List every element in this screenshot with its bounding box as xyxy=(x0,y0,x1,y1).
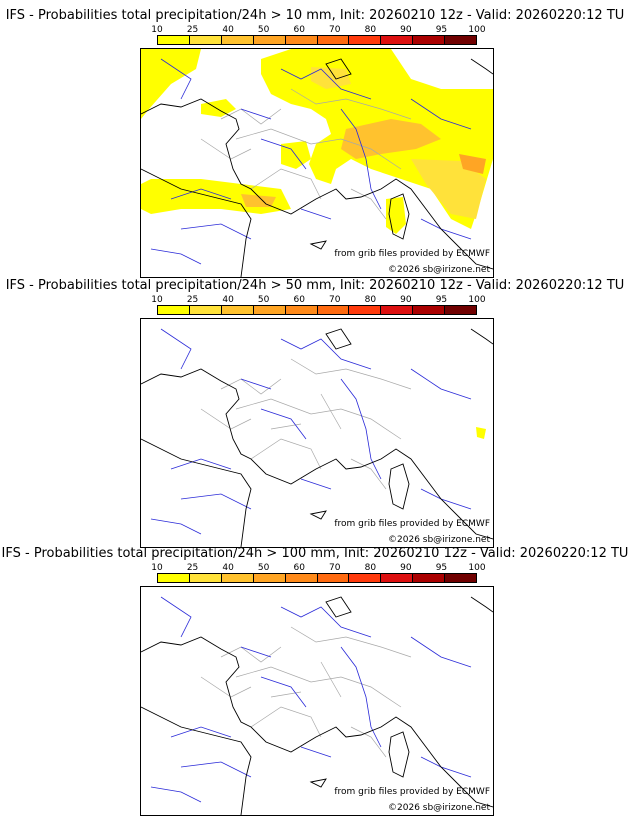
colorbar-swatch xyxy=(158,574,190,582)
colorbar-tick-label: 100 xyxy=(468,563,486,573)
colorbar-labels: 10 25 40 50 60 70 80 90 95 100 xyxy=(151,295,485,305)
map-title: IFS - Probabilities total precipitation/… xyxy=(1,546,629,561)
credit-copyright: ©2026 sb@irizone.net xyxy=(388,535,490,545)
coastline xyxy=(141,328,493,547)
colorbar-swatch xyxy=(189,36,222,44)
colorbar-swatch xyxy=(221,36,254,44)
coastline xyxy=(141,58,493,277)
colorbar-swatch xyxy=(253,36,286,44)
colorbar-swatch xyxy=(349,574,382,582)
colorbar-tick-label: 95 xyxy=(435,25,448,35)
colorbar-tick-label: 25 xyxy=(186,25,199,35)
colorbar-swatch xyxy=(158,36,190,44)
colorbar-tick-label: 10 xyxy=(151,295,163,305)
colorbar-tick-label: 80 xyxy=(364,295,377,305)
colorbar-tick-label: 80 xyxy=(364,25,377,35)
map-area: from grib files provided by ECMWF ©2026 … xyxy=(140,48,494,278)
colorbar-tick-label: 50 xyxy=(257,295,270,305)
precip-fill xyxy=(476,427,486,439)
panel-3: IFS - Probabilities total precipitation/… xyxy=(0,546,630,816)
colorbar-swatch xyxy=(317,36,350,44)
precip-fill xyxy=(141,49,493,234)
colorbar-swatch xyxy=(445,36,477,44)
map-svg xyxy=(141,328,493,547)
colorbar-tick-label: 95 xyxy=(435,295,448,305)
colorbar-tick-label: 90 xyxy=(400,25,412,35)
colorbar-swatch xyxy=(189,574,222,582)
coastline xyxy=(141,596,493,815)
colorbar-swatch xyxy=(221,306,254,314)
colorbar-tick-label: 100 xyxy=(468,295,486,305)
colorbar-swatch xyxy=(381,36,414,44)
colorbar-swatch xyxy=(413,574,446,582)
colorbar-swatch xyxy=(285,36,318,44)
colorbar-labels: 10 25 40 50 60 70 80 90 95 100 xyxy=(151,563,485,573)
colorbar-tick-label: 10 xyxy=(151,563,163,573)
map-title: IFS - Probabilities total precipitation/… xyxy=(5,8,625,23)
colorbar-swatch xyxy=(349,306,382,314)
colorbar-tick-label: 90 xyxy=(400,563,412,573)
colorbar-swatch xyxy=(285,574,318,582)
credit-source: from grib files provided by ECMWF xyxy=(334,519,490,529)
colorbar-swatch xyxy=(285,306,318,314)
colorbar-swatch xyxy=(381,306,414,314)
colorbar-tick-label: 60 xyxy=(293,563,305,573)
map-area: from grib files provided by ECMWF ©2026 … xyxy=(140,586,494,816)
rivers xyxy=(150,328,472,535)
colorbar-tick-label: 70 xyxy=(329,25,341,35)
credit-copyright: ©2026 sb@irizone.net xyxy=(388,265,490,275)
colorbar-tick-label: 50 xyxy=(257,25,270,35)
map-svg xyxy=(141,49,493,277)
colorbar-swatch xyxy=(413,36,446,44)
colorbar-tick-label: 70 xyxy=(329,295,341,305)
colorbar-swatch xyxy=(445,574,477,582)
colorbar-swatch xyxy=(317,306,350,314)
colorbar xyxy=(157,35,477,45)
colorbar-tick-label: 70 xyxy=(329,563,341,573)
colorbar-swatch xyxy=(158,306,190,314)
colorbar-tick-label: 25 xyxy=(186,563,199,573)
colorbar-tick-label: 50 xyxy=(257,563,270,573)
borders xyxy=(200,626,412,758)
colorbar-labels: 10 25 40 50 60 70 80 90 95 100 xyxy=(151,25,485,35)
borders xyxy=(200,88,412,220)
credit-copyright: ©2026 sb@irizone.net xyxy=(388,803,490,813)
colorbar-swatch xyxy=(253,574,286,582)
credit-source: from grib files provided by ECMWF xyxy=(334,787,490,797)
map-area: from grib files provided by ECMWF ©2026 … xyxy=(140,318,494,548)
colorbar-tick-label: 80 xyxy=(364,563,377,573)
colorbar-tick-label: 95 xyxy=(435,563,448,573)
credit-source: from grib files provided by ECMWF xyxy=(334,249,490,259)
colorbar-tick-label: 10 xyxy=(151,25,163,35)
colorbar-swatch xyxy=(189,306,222,314)
colorbar-swatch xyxy=(445,306,477,314)
colorbar-tick-label: 60 xyxy=(293,295,305,305)
colorbar-tick-label: 100 xyxy=(468,25,486,35)
colorbar-swatch xyxy=(317,574,350,582)
rivers xyxy=(150,596,472,803)
colorbar-swatch xyxy=(221,574,254,582)
map-svg xyxy=(141,596,493,815)
colorbar-swatch xyxy=(413,306,446,314)
colorbar xyxy=(157,305,477,315)
borders xyxy=(200,358,412,490)
colorbar-swatch xyxy=(253,306,286,314)
colorbar-tick-label: 90 xyxy=(400,295,412,305)
map-title: IFS - Probabilities total precipitation/… xyxy=(5,278,625,293)
colorbar-tick-label: 40 xyxy=(222,25,234,35)
colorbar-swatch xyxy=(349,36,382,44)
colorbar-tick-label: 25 xyxy=(186,295,199,305)
colorbar-tick-label: 40 xyxy=(222,563,234,573)
panel-2: IFS - Probabilities total precipitation/… xyxy=(0,278,630,548)
panel-1: IFS - Probabilities total precipitation/… xyxy=(0,8,630,278)
colorbar-tick-label: 60 xyxy=(293,25,305,35)
colorbar-tick-label: 40 xyxy=(222,295,234,305)
colorbar xyxy=(157,573,477,583)
colorbar-swatch xyxy=(381,574,414,582)
